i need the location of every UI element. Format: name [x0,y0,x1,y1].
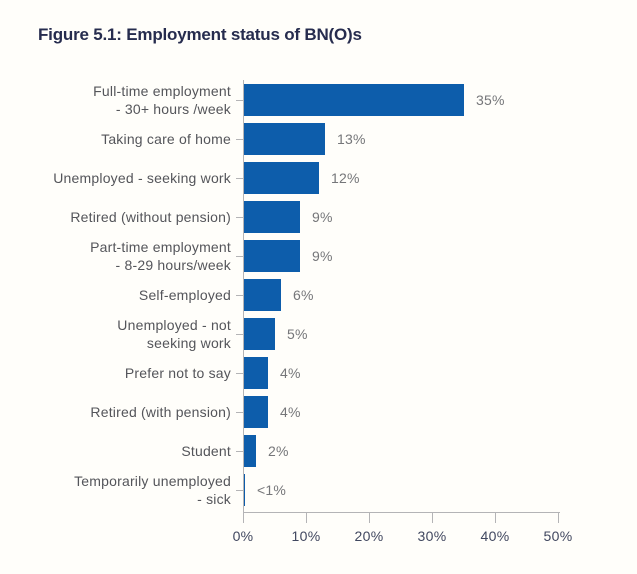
value-label: 2% [268,443,289,459]
bar [243,162,319,194]
x-tick-label: 20% [354,528,384,544]
category-label: Temporarily unemployed - sick [0,470,231,510]
x-axis-line [243,512,560,513]
x-tick-label: 50% [543,528,573,544]
x-tick-label: 30% [417,528,447,544]
category-label: Unemployed - not seeking work [0,314,231,354]
category-tick [236,256,243,257]
value-label: <1% [257,482,287,498]
category-label-line: - 8-29 hours/week [115,257,231,273]
value-label: 9% [312,209,333,225]
category-label-line: seeking work [146,335,231,351]
bar [243,357,268,389]
bar [243,279,281,311]
category-label: Full-time employment - 30+ hours /week [0,80,231,120]
value-label: 13% [337,131,366,147]
bar [243,474,245,506]
category-tick [236,490,243,491]
category-tick [236,451,243,452]
category-label-line: Unemployed - seeking work [53,170,231,186]
bar [243,396,268,428]
category-label: Taking care of home [0,119,231,159]
category-tick [236,217,243,218]
x-tick [432,512,433,523]
category-tick [236,295,243,296]
category-label: Unemployed - seeking work [0,158,231,198]
category-label-line: Student [181,443,231,459]
bar [243,435,256,467]
bar [243,240,300,272]
value-label: 4% [280,365,301,381]
value-label: 12% [331,170,360,186]
category-label-line: Part-time employment [90,239,231,255]
x-tick [369,512,370,523]
category-label-line: Prefer not to say [124,365,231,381]
category-label: Retired (with pension) [0,392,231,432]
category-label: Student [0,431,231,471]
bar [243,84,464,116]
bar [243,201,300,233]
category-label-line: - 30+ hours /week [115,101,231,117]
category-label-line: Temporarily unemployed [74,473,231,489]
x-tick [306,512,307,523]
category-tick [236,100,243,101]
category-label: Part-time employment - 8-29 hours/week [0,236,231,276]
category-label-line: Retired (without pension) [70,209,231,225]
value-label: 5% [287,326,308,342]
value-label: 35% [476,92,505,108]
category-label-line: Self-employed [138,287,231,303]
value-label: 6% [293,287,314,303]
category-tick [236,334,243,335]
value-label: 4% [280,404,301,420]
category-label: Retired (without pension) [0,197,231,237]
category-tick [236,373,243,374]
category-label: Self-employed [0,275,231,315]
bar [243,318,275,350]
x-tick-label: 40% [480,528,510,544]
x-tick [243,512,244,523]
page-title: Figure 5.1: Employment status of BN(O)s [38,25,362,44]
category-label-line: Taking care of home [101,131,231,147]
category-tick [236,178,243,179]
category-label-line: Full-time employment [93,83,231,99]
category-label-line: Unemployed - not [117,317,231,333]
x-tick-label: 0% [232,528,254,544]
y-axis-line [243,80,244,512]
category-label-line: Retired (with pension) [90,404,231,420]
bar [243,123,325,155]
value-label: 9% [312,248,333,264]
x-tick [558,512,559,523]
x-tick-label: 10% [291,528,321,544]
category-label: Prefer not to say [0,353,231,393]
category-label-line: - sick [197,491,231,507]
category-tick [236,412,243,413]
category-tick [236,139,243,140]
x-tick [495,512,496,523]
